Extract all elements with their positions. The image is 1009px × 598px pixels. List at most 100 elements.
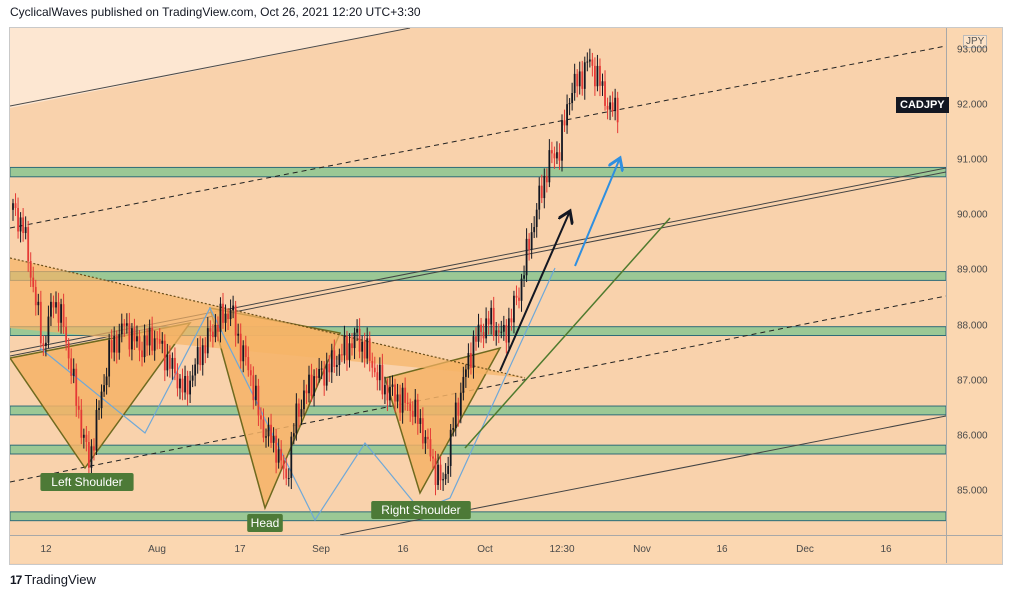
price-axis[interactable]: JPY 85.000 86.000 87.000 88.000 89.000 90.000… [946, 28, 1002, 535]
candle-body [131, 328, 133, 350]
x-tick-label: Aug [148, 544, 166, 555]
left-shoulder-label-box [40, 473, 134, 491]
candle-body [141, 350, 143, 358]
candle-body [252, 375, 255, 401]
candle-body [520, 278, 523, 301]
candle-body [414, 399, 417, 417]
candle-body [199, 347, 202, 366]
candle-body [421, 418, 424, 444]
candle-body [80, 409, 83, 438]
candle-body [65, 326, 68, 343]
candle-body [158, 339, 161, 344]
candle-body [12, 203, 14, 210]
candle-body [136, 336, 138, 342]
candle-body [495, 330, 498, 336]
plot-area[interactable]: Left Shoulder Head Right Shoulder [10, 28, 946, 535]
time-axis[interactable]: 12 Aug 17 Sep 16 Oct 12:30 Nov 16 Dec 16 [10, 535, 946, 563]
candle-body [424, 436, 427, 444]
candle-body [17, 207, 19, 232]
candle-body [224, 313, 227, 323]
candle-body [394, 384, 396, 402]
candle-body [464, 369, 467, 377]
candle-body [174, 357, 176, 374]
y-tick-label: 92.000 [957, 99, 988, 111]
price-chart[interactable]: Left Shoulder Head Right Shoulder [10, 28, 946, 535]
candle-body [196, 347, 199, 365]
candle-body [371, 360, 374, 368]
candle-body [320, 368, 323, 370]
candle-body [338, 354, 341, 365]
candle-body [497, 330, 500, 333]
candle-body [356, 328, 358, 333]
x-tick-label: Nov [633, 544, 651, 555]
candle-body [568, 103, 571, 105]
x-tick-label: 16 [716, 544, 728, 555]
candle-body [123, 323, 126, 326]
candle-body [100, 391, 103, 409]
candle-body [449, 429, 452, 466]
candle-body [538, 185, 541, 210]
candle-body [184, 375, 186, 393]
candle-body [166, 354, 169, 371]
candle-body [260, 415, 262, 420]
green-support-line [464, 217, 671, 449]
candle-body [254, 385, 257, 401]
candle-body [303, 390, 305, 410]
candle-body [596, 65, 599, 87]
candle-body [591, 59, 594, 66]
candle-body [201, 345, 204, 366]
candle-body [351, 343, 353, 349]
candle-body [563, 120, 566, 126]
candle-body [348, 343, 351, 360]
candle-body [29, 261, 32, 278]
head-label-text: Head [251, 516, 280, 530]
symbol-price-tag: CADJPY [896, 97, 949, 113]
y-tick-label: 91.000 [957, 154, 988, 166]
candle-body [156, 338, 159, 340]
candle-body [457, 402, 460, 416]
candle-body [583, 62, 586, 89]
candle-body [88, 441, 90, 468]
candle-body [566, 104, 568, 126]
candle-body [176, 373, 179, 389]
publish-info: CyclicalWaves published on TradingView.c… [10, 5, 421, 19]
candle-body [222, 303, 224, 323]
candle-body [346, 335, 348, 360]
candle-body [300, 409, 303, 417]
candle-body [429, 439, 432, 457]
candle-body [614, 97, 617, 112]
candle-body [242, 345, 245, 362]
support-zone-1 [10, 271, 946, 281]
upper-dashed-channel [10, 45, 946, 229]
candle-body [181, 378, 184, 393]
candle-body [510, 318, 513, 323]
candle-body [437, 464, 439, 486]
candle-body [416, 399, 419, 424]
candle-body [292, 433, 295, 437]
candle-body [118, 334, 121, 353]
candle-body [313, 376, 315, 396]
candle-body [513, 295, 515, 323]
candle-body [103, 385, 105, 392]
candle-body [599, 65, 601, 86]
chart-background [10, 28, 946, 535]
candle-body [571, 93, 574, 104]
left-shoulder-label-text: Left Shoulder [51, 475, 122, 489]
x-tick-label: Dec [796, 544, 814, 555]
candle-body [470, 353, 472, 368]
candle-body [330, 350, 333, 373]
candle-body [247, 357, 250, 371]
candle-body [472, 336, 475, 368]
candle-body [265, 436, 267, 438]
candle-body [518, 297, 520, 301]
candle-body [267, 424, 270, 437]
footer-brand[interactable]: 17 TradingView [10, 572, 96, 587]
candle-body [72, 368, 75, 376]
candle-body [404, 387, 407, 403]
candle-body [502, 324, 505, 332]
right-shoulder-label-text: Right Shoulder [381, 503, 460, 517]
candle-body [75, 368, 78, 406]
head-label-box [247, 514, 283, 532]
candle-body [550, 150, 553, 154]
candle-body [77, 405, 80, 410]
